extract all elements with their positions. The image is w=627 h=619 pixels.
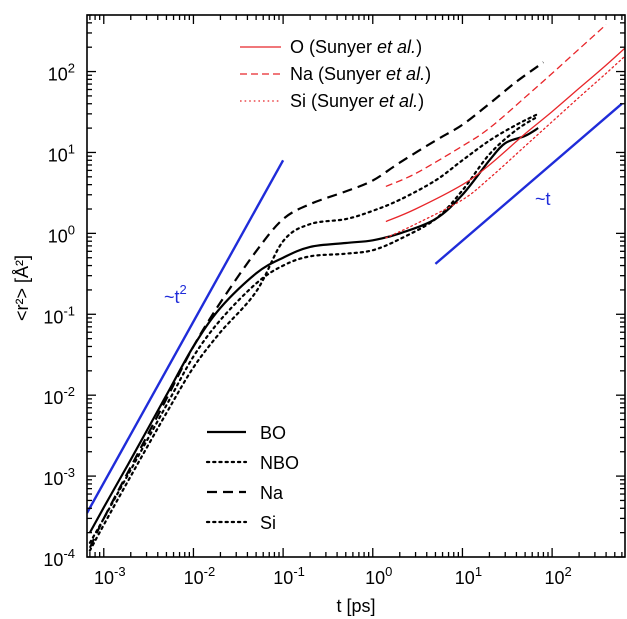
x-tick-label: 10-2 <box>184 564 216 588</box>
series-line-t <box>434 102 623 265</box>
legend-label-nbo: NBO <box>260 453 299 473</box>
annotation-t1: ~t <box>535 189 551 209</box>
plot-frame <box>86 14 626 558</box>
legend-label-na: Na <box>260 483 284 503</box>
slope-annotations: ~t2 ~t <box>164 189 551 307</box>
series-line-si <box>88 112 540 552</box>
legend-label-si: Si <box>260 513 276 533</box>
ticks-layer <box>87 14 625 558</box>
x-tick-label: 102 <box>544 564 571 588</box>
tick-labels: 10-3 10-2 10-1 100 101 102 10-4 10-3 10-2 10-1 100… <box>43 61 571 588</box>
y-tick-label: 102 <box>48 61 75 85</box>
y-tick-label: 100 <box>48 222 75 246</box>
series-line-bo <box>88 127 539 534</box>
x-axis-label: t [ps] <box>336 596 375 616</box>
y-axis-label: <r²> [Å²] <box>12 255 32 321</box>
y-tick-label: 10-2 <box>43 384 75 408</box>
y-tick-label: 10-3 <box>43 465 75 489</box>
legend-label-o-sunyer: O (Sunyer et al.) <box>290 37 422 57</box>
y-tick-label: 101 <box>48 141 75 165</box>
series-line-o-sunyer-et-al <box>385 47 625 223</box>
series-line-na-sunyer-et-al <box>385 24 607 188</box>
x-tick-label: 100 <box>365 564 392 588</box>
legend-simulation: BO NBO Na Si <box>205 423 299 533</box>
series-line-nbo <box>88 115 540 544</box>
x-tick-label: 10-3 <box>94 564 126 588</box>
annotation-t2: ~t2 <box>164 282 187 307</box>
series-line-t <box>87 159 285 514</box>
series-line-si-sunyer-et-al <box>385 55 625 239</box>
legend-reference: O (Sunyer et al.) Na (Sunyer et al.) Si (S… <box>240 37 431 111</box>
y-tick-label: 10-1 <box>43 303 75 327</box>
x-tick-label: 10-1 <box>273 564 305 588</box>
series-line-na <box>88 61 545 549</box>
legend-label-bo: BO <box>260 423 286 443</box>
legend-label-na-sunyer: Na (Sunyer et al.) <box>290 64 431 84</box>
legend-label-si-sunyer: Si (Sunyer et al.) <box>290 91 424 111</box>
x-tick-label: 101 <box>455 564 482 588</box>
y-tick-label: 10-4 <box>43 546 75 570</box>
series-layer <box>87 24 625 552</box>
